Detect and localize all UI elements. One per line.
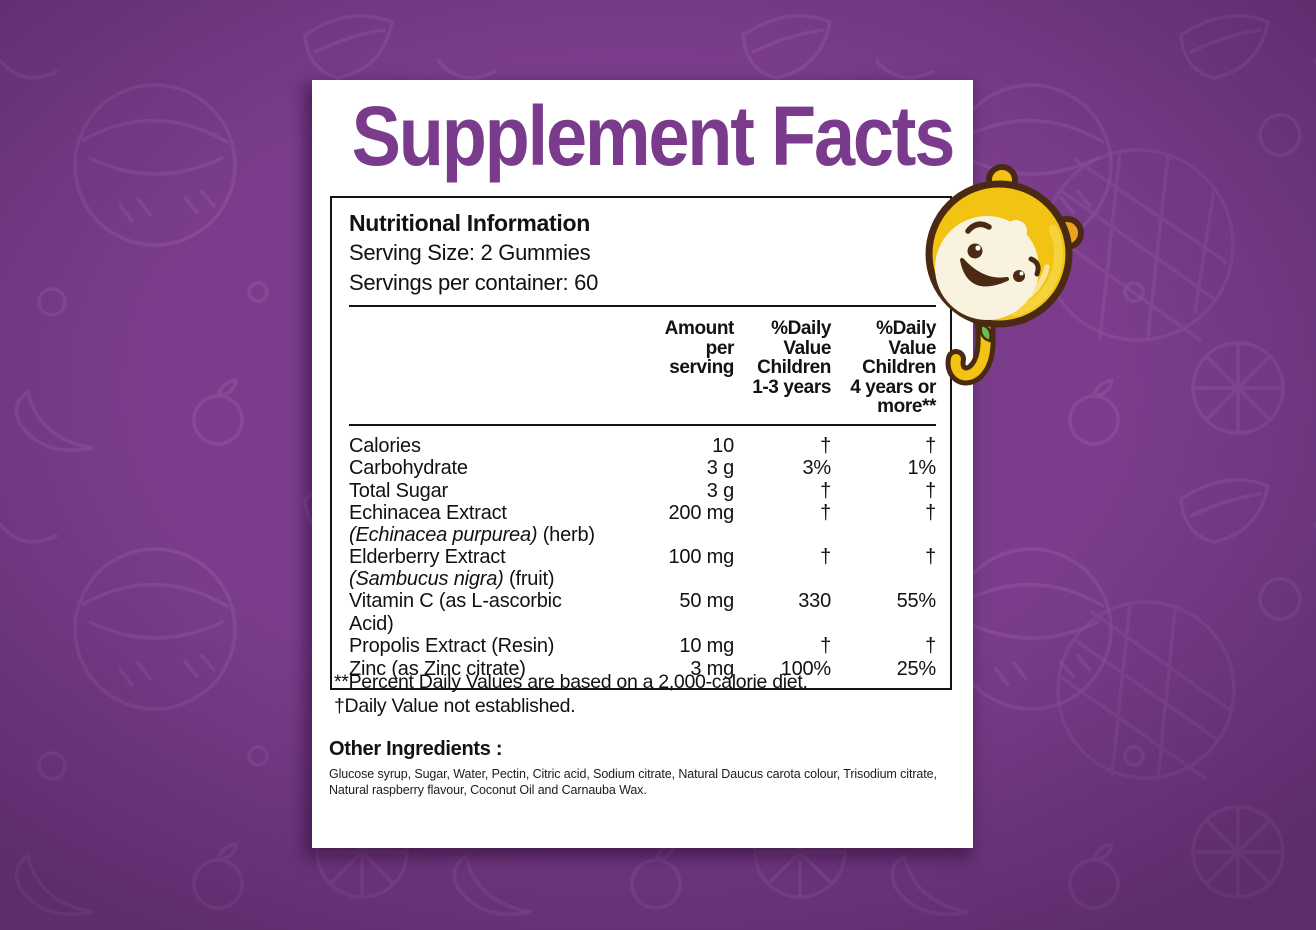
footnote-percent-daily-values: **Percent Daily Values are based on a 2,… bbox=[334, 671, 808, 693]
table-row: Vitamin C (as L-ascorbic Acid) 50 mg 330… bbox=[349, 590, 936, 635]
mascot-head-shade bbox=[1010, 224, 1064, 317]
panel-heading: Nutritional Information bbox=[349, 210, 590, 236]
mascot-left-eye bbox=[967, 243, 983, 259]
footnote-daily-value: †Daily Value not established. bbox=[334, 694, 576, 717]
other-ingredients-title: Other Ingredients : bbox=[329, 738, 503, 760]
other-ingredients-text: Glucose syrup, Sugar, Water, Pectin, Cit… bbox=[329, 767, 937, 797]
table-column-headers: Amount per serving %Daily Value Children… bbox=[349, 307, 937, 417]
row-dv-children-1-3: 100% bbox=[780, 657, 832, 680]
mascot-eyebrow bbox=[965, 221, 992, 234]
card-title: Supplement Facts bbox=[351, 89, 956, 183]
row-dv-children-4plus: † bbox=[925, 546, 936, 568]
row-dv-children-1-3: † bbox=[820, 635, 831, 657]
serving-size: Serving Size: 2 Gummies bbox=[349, 240, 591, 265]
column-header-amount: Amount per serving bbox=[664, 318, 735, 378]
mascot-face bbox=[935, 216, 1039, 320]
row-dv-children-1-3: † bbox=[820, 479, 831, 502]
row-amount: 200 mg bbox=[668, 502, 734, 524]
row-dv-children-4plus: 55% bbox=[896, 590, 937, 612]
row-dv-children-4plus: † bbox=[925, 434, 936, 457]
nutrition-rows: Calories 10 † † Carbohydrate 3 g 3% 1% T… bbox=[349, 426, 936, 681]
column-header-spacer bbox=[349, 319, 594, 417]
mascot-right-eye-highlight bbox=[1019, 271, 1024, 276]
row-name: Echinacea Extract bbox=[349, 502, 507, 524]
row-name: Elderberry Extract bbox=[349, 546, 506, 568]
mascot-sprout-leaf bbox=[979, 323, 992, 343]
mascot-right-eye bbox=[1013, 270, 1025, 282]
row-amount: 100 mg bbox=[668, 546, 734, 568]
row-name: Vitamin C (as L-ascorbic Acid) bbox=[349, 590, 562, 635]
row-dv-children-1-3: 3% bbox=[802, 457, 831, 479]
supplement-facts-card: Supplement Facts Nutritional Information… bbox=[312, 80, 973, 848]
row-dv-children-1-3: † bbox=[820, 546, 831, 568]
row-amount: 10 mg bbox=[679, 635, 734, 657]
row-amount: 3 g bbox=[706, 457, 734, 479]
row-dv-children-1-3: † bbox=[820, 502, 831, 524]
mascot-character bbox=[925, 164, 1084, 386]
row-dv-children-1-3: † bbox=[820, 434, 831, 457]
row-amount: 3 mg bbox=[690, 657, 734, 680]
row-dv-children-4plus: 25% bbox=[896, 657, 937, 680]
table-row: Carbohydrate 3 g 3% 1% bbox=[349, 457, 936, 480]
row-botanical-name: (Echinacea purpurea) (herb) bbox=[349, 523, 595, 546]
row-name: Total Sugar bbox=[349, 479, 448, 502]
table-row: Propolis Extract (Resin) 10 mg † † bbox=[349, 635, 936, 658]
row-dv-children-4plus: † bbox=[925, 502, 936, 524]
column-header-dv-children-1-3: %Daily Value Children 1-3 years bbox=[752, 318, 831, 398]
nutrition-panel: Nutritional Information Serving Size: 2 … bbox=[330, 196, 952, 690]
row-name: Propolis Extract (Resin) bbox=[349, 635, 555, 657]
row-dv-children-4plus: 1% bbox=[907, 457, 936, 479]
divider-header bbox=[349, 423, 936, 426]
row-dv-children-1-3: 330 bbox=[798, 590, 831, 612]
servings-per-container: Servings per container: 60 bbox=[349, 270, 599, 295]
table-row: Echinacea Extract 200 mg † † (Echinacea … bbox=[349, 502, 936, 546]
mascot-hook bbox=[950, 318, 991, 381]
row-dv-children-4plus: † bbox=[925, 479, 936, 502]
row-name: Calories bbox=[349, 434, 421, 457]
row-name: Zinc (as Zinc citrate) bbox=[349, 657, 526, 680]
row-dv-children-4plus: † bbox=[925, 635, 936, 657]
row-amount: 50 mg bbox=[679, 590, 734, 612]
table-row: Zinc (as Zinc citrate) 3 mg 100% 25% bbox=[349, 658, 936, 681]
row-botanical-name: (Sambucus nigra) (fruit) bbox=[349, 567, 555, 590]
table-row: Elderberry Extract 100 mg † † (Sambucus … bbox=[349, 546, 936, 590]
footnotes: **Percent Daily Values are based on a 2,… bbox=[334, 671, 808, 718]
column-header-dv-children-4plus: %Daily Value Children 4 years or more** bbox=[850, 318, 936, 417]
mascot-cheek-mark bbox=[1028, 256, 1041, 277]
row-name: Carbohydrate bbox=[349, 457, 468, 479]
nutrition-panel-header: Nutritional Information Serving Size: 2 … bbox=[349, 208, 936, 298]
other-ingredients-section: Other Ingredients : Glucose syrup, Sugar… bbox=[329, 738, 951, 798]
table-row: Total Sugar 3 g † † bbox=[349, 480, 936, 503]
row-amount: 3 g bbox=[706, 479, 734, 502]
divider-top bbox=[349, 305, 936, 307]
row-amount: 10 bbox=[712, 434, 734, 457]
table-row: Calories 10 † † bbox=[349, 435, 936, 458]
mascot-smile-mouth bbox=[960, 258, 1009, 287]
mascot-face-bump bbox=[1005, 220, 1027, 242]
mascot-left-eye-highlight bbox=[975, 245, 981, 251]
